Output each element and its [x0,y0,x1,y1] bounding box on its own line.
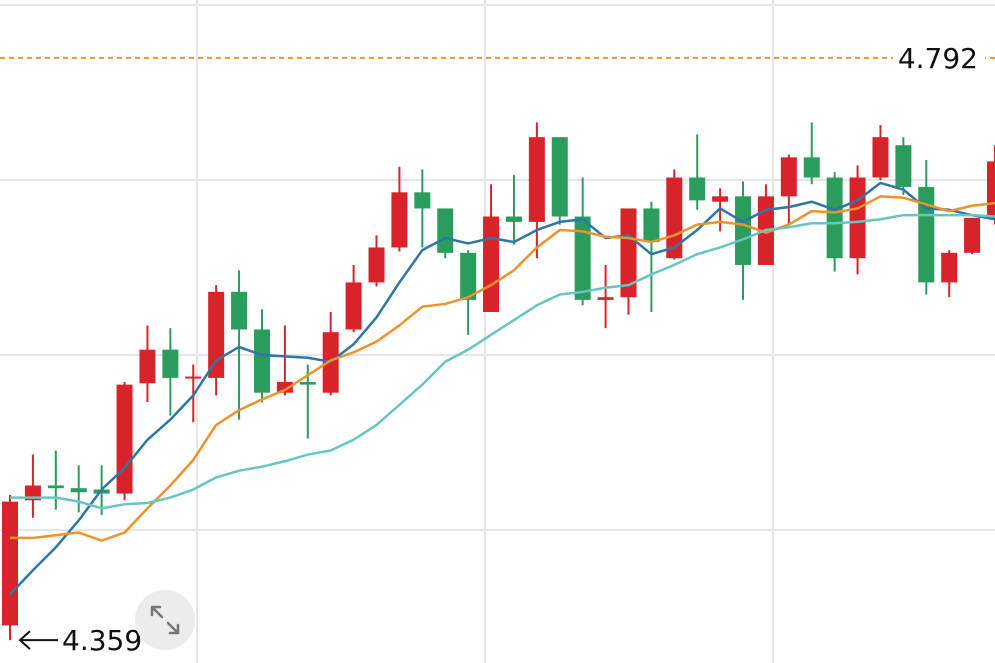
candle-body [689,177,706,201]
candle-body [460,252,477,300]
candle-body [895,145,912,187]
candle-body [849,177,866,259]
candle-body [70,488,87,493]
candle-body [47,485,64,489]
expand-button[interactable] [135,590,195,650]
candle-body [276,381,293,393]
candle-body [483,216,500,312]
candle-body [231,291,248,330]
candle-body [528,137,545,222]
candle-body [872,137,889,178]
candle-body [643,208,660,243]
reference-label-bg [893,39,985,76]
expand-button-bg[interactable] [135,590,195,650]
candle-body [253,329,270,393]
candle-body [987,161,995,218]
candle-body [345,282,362,330]
candle-body [505,216,522,222]
moving-averages [9,181,995,596]
ma-line [9,181,995,596]
candle-body [574,216,591,300]
candles [2,122,995,641]
candle-body [299,381,316,385]
expand-icon[interactable] [150,605,180,635]
candle-body [162,349,179,378]
low-arrow [18,630,58,650]
candle-body [826,177,843,259]
annotations: 4.792 4.359 [0,39,995,657]
candle-body [941,252,958,283]
low-label: 4.359 [62,624,142,657]
candle-body [551,137,568,217]
candle-body [780,157,797,197]
candle-body [437,208,454,253]
candle-body [735,196,752,265]
candle-body [391,192,408,248]
candle-body [712,196,729,202]
ma-line [10,213,995,510]
candle-body [803,157,820,178]
candle-body [620,208,637,298]
candle-body [414,192,431,209]
candle-body [139,349,156,384]
candle-body [2,501,18,626]
candle-body [964,217,981,253]
ma-line [10,195,995,542]
candle-body [116,384,133,494]
candle-body [368,247,385,283]
reference-label: 4.792 [898,42,978,75]
candle-body [666,177,683,259]
candle-body [597,297,614,300]
candle-body [185,376,202,379]
candle-body [918,186,935,283]
candle-body [208,291,225,378]
